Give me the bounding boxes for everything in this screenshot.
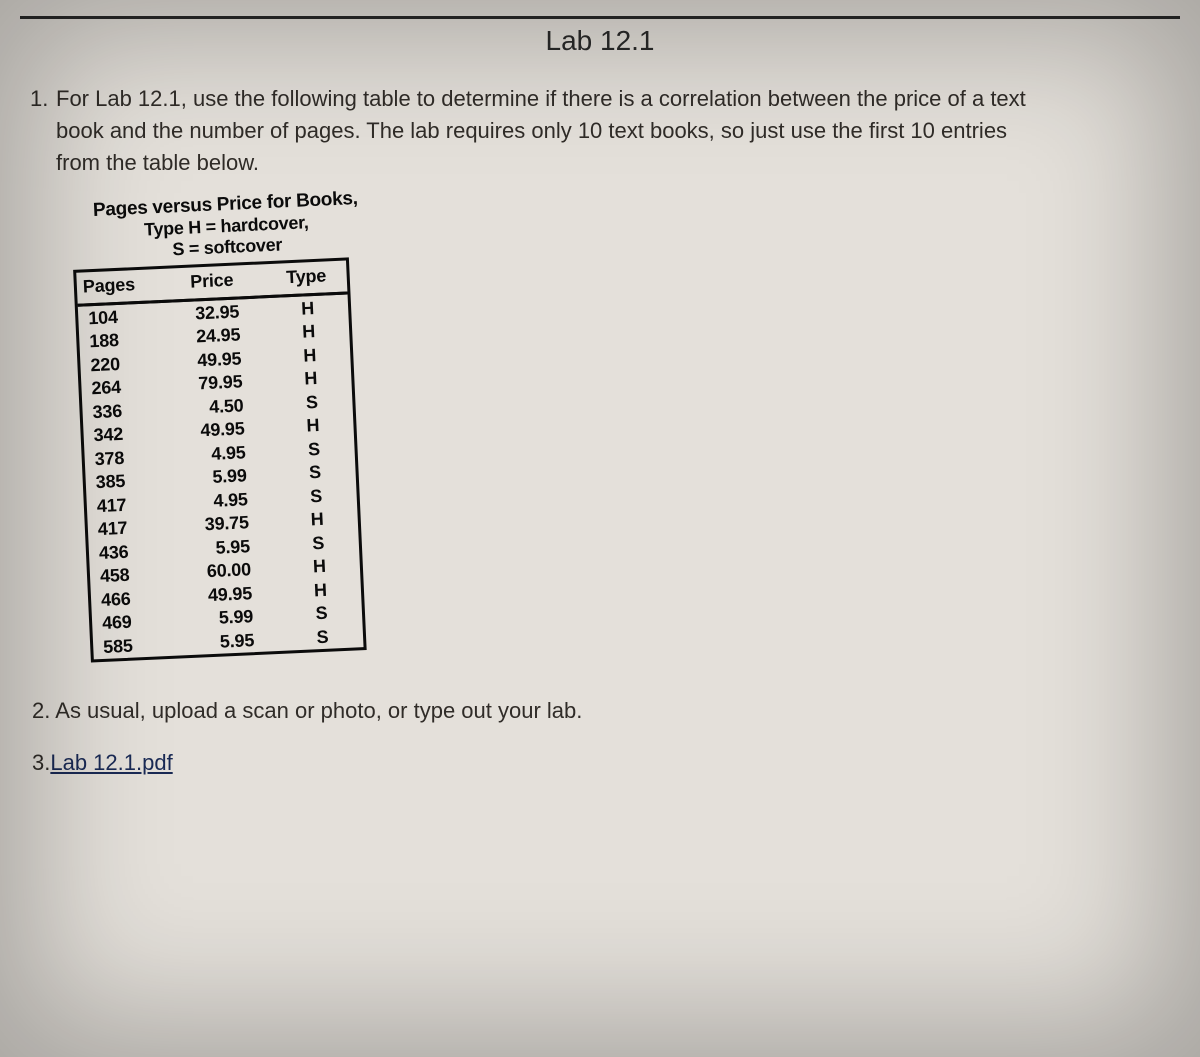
table-cell: S (280, 600, 362, 627)
table-cell: 417 (87, 514, 169, 541)
table-cell: H (278, 553, 360, 580)
col-pages: Pages (76, 269, 158, 305)
table-cell: H (269, 341, 351, 368)
item-2-number: 2. (32, 698, 50, 723)
item-1-line1: For Lab 12.1, use the following table to… (56, 86, 1026, 111)
table-cell: 188 (79, 326, 161, 353)
table-cell: S (275, 482, 357, 509)
table-cell: S (282, 623, 364, 650)
item-1-number: 1. (30, 83, 56, 115)
item-1-line3: from the table below. (30, 150, 259, 175)
item-1: 1.For Lab 12.1, use the following table … (20, 83, 1180, 179)
table-frame: Pages Price Type 10432.95H18824.95H22049… (73, 257, 367, 662)
item-3-number: 3. (32, 750, 50, 775)
table-cell: 336 (82, 397, 164, 424)
item-2: 2. As usual, upload a scan or photo, or … (20, 698, 1180, 724)
table-cell: S (273, 435, 355, 462)
table-cell: S (274, 459, 356, 486)
item-2-text: As usual, upload a scan or photo, or typ… (55, 698, 582, 723)
lab-pdf-link[interactable]: Lab 12.1.pdf (50, 750, 172, 775)
top-rule (20, 16, 1180, 19)
table-cell: H (272, 412, 354, 439)
item-1-line2: book and the number of pages. The lab re… (30, 118, 1007, 143)
table-cell: 469 (92, 608, 174, 635)
table-cell: H (276, 506, 358, 533)
table-cell: 417 (86, 491, 168, 518)
table-cell: H (270, 365, 352, 392)
table-body: 10432.95H18824.95H22049.95H26479.95H3364… (78, 293, 364, 659)
table-cell: H (267, 293, 349, 322)
table-cell: 385 (85, 467, 167, 494)
table-cell: 436 (88, 538, 170, 565)
table-caption: Pages versus Price for Books, Type H = h… (60, 186, 393, 264)
data-table: Pages Price Type 10432.95H18824.95H22049… (76, 260, 363, 658)
page-title: Lab 12.1 (20, 25, 1180, 57)
col-price: Price (157, 264, 266, 301)
table-cell: 378 (84, 444, 166, 471)
table-cell: S (271, 388, 353, 415)
table-cell: 220 (80, 350, 162, 377)
table-cell: 585 (93, 632, 175, 659)
col-type: Type (265, 260, 347, 296)
table-cell: H (268, 318, 350, 345)
table-cell: 5.95 (174, 627, 283, 655)
page: Lab 12.1 1.For Lab 12.1, use the followi… (0, 0, 1200, 1057)
table-cell: 264 (81, 373, 163, 400)
table-cell: H (279, 576, 361, 603)
table-cell: 104 (78, 301, 160, 330)
item-3: 3.Lab 12.1.pdf (20, 750, 1180, 776)
table-block: Pages versus Price for Books, Type H = h… (70, 186, 411, 662)
table-cell: 458 (90, 561, 172, 588)
table-cell: S (277, 529, 359, 556)
table-cell: 342 (83, 420, 165, 447)
table-cell: 466 (91, 585, 173, 612)
